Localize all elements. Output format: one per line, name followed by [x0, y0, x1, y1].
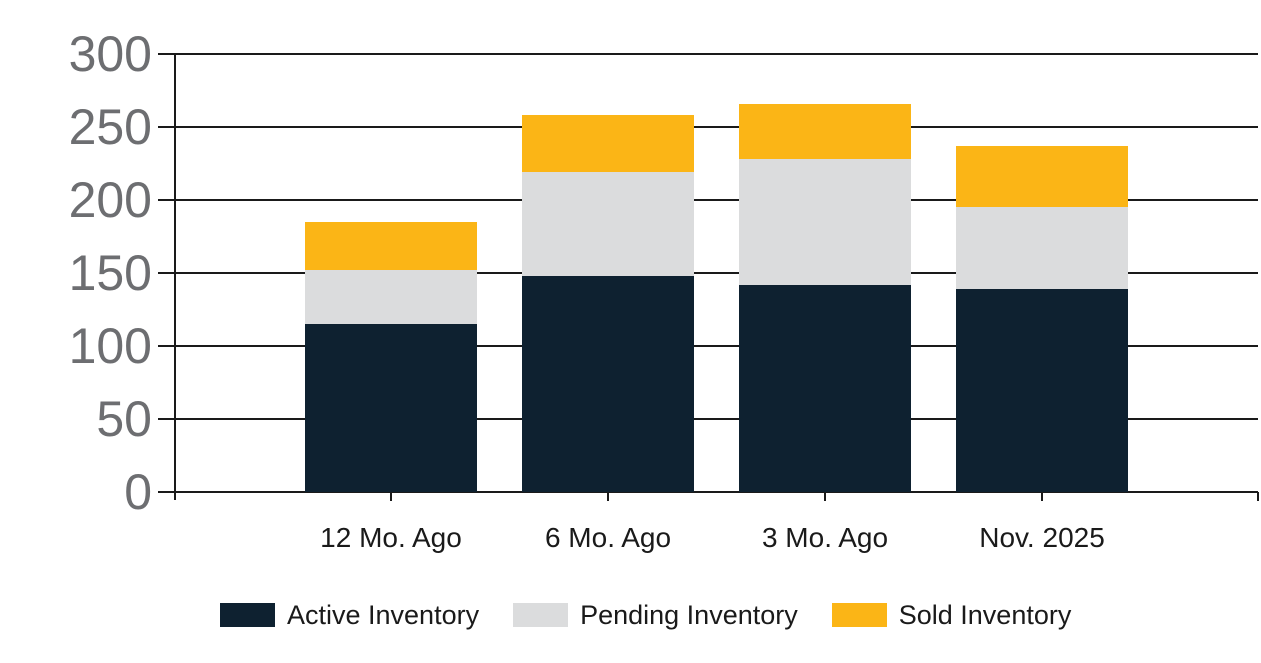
x-axis-tick: [1041, 492, 1043, 501]
y-axis-tick-label: 150: [68, 245, 152, 301]
x-axis-label: 6 Mo. Ago: [544, 522, 672, 553]
x-axis-label: 3 Mo. Ago: [761, 522, 889, 553]
y-axis-tick-label: 0: [124, 464, 152, 520]
bar-segment-pending-inventory: [956, 207, 1128, 290]
gridline: [158, 126, 1258, 128]
x-axis-line: [158, 491, 1258, 493]
legend-swatch-pending-inventory: [513, 603, 569, 627]
bar-segment-pending-inventory: [522, 172, 694, 276]
bar-segment-sold-inventory: [522, 115, 694, 173]
bar-segment-active-inventory: [739, 284, 911, 492]
legend-label: Sold Inventory: [898, 600, 1072, 630]
gridline: [158, 53, 1258, 55]
gridline: [158, 199, 1258, 201]
gridline: [158, 272, 1258, 274]
bar-segment-pending-inventory: [739, 159, 911, 285]
legend-swatch-sold-inventory: [831, 603, 887, 627]
bar-segment-active-inventory: [305, 324, 477, 492]
legend-item-sold-inventory: Sold Inventory: [831, 600, 1072, 630]
legend-item-active-inventory: Active Inventory: [220, 600, 479, 630]
x-axis-label: Nov. 2025: [979, 522, 1105, 553]
y-axis-tick-label: 100: [68, 318, 152, 374]
gridline: [158, 418, 1258, 420]
y-axis-tick-label: 200: [68, 172, 152, 228]
x-axis-tick: [1257, 492, 1259, 501]
y-axis-line: [174, 54, 176, 500]
x-axis-tick: [824, 492, 826, 501]
bar-segment-pending-inventory: [305, 270, 477, 325]
legend-label: Active Inventory: [287, 600, 480, 630]
bar-segment-sold-inventory: [956, 145, 1128, 208]
bar-segment-sold-inventory: [739, 103, 911, 160]
bar-segment-sold-inventory: [305, 221, 477, 271]
y-axis-tick-label: 250: [68, 99, 152, 155]
bar-segment-active-inventory: [522, 275, 694, 492]
legend-item-pending-inventory: Pending Inventory: [513, 600, 798, 630]
gridline: [158, 345, 1258, 347]
y-axis-tick-label: 300: [68, 26, 152, 82]
legend-swatch-active-inventory: [220, 603, 275, 627]
legend-label: Pending Inventory: [580, 600, 798, 630]
bar-segment-active-inventory: [956, 289, 1128, 492]
chart-legend: Active Inventory Pending Inventory Sold In…: [220, 600, 1071, 630]
x-axis-label: 12 Mo. Ago: [320, 522, 462, 553]
x-axis-tick: [390, 492, 392, 501]
y-axis-tick-label: 50: [96, 391, 152, 447]
x-axis-tick: [607, 492, 609, 501]
